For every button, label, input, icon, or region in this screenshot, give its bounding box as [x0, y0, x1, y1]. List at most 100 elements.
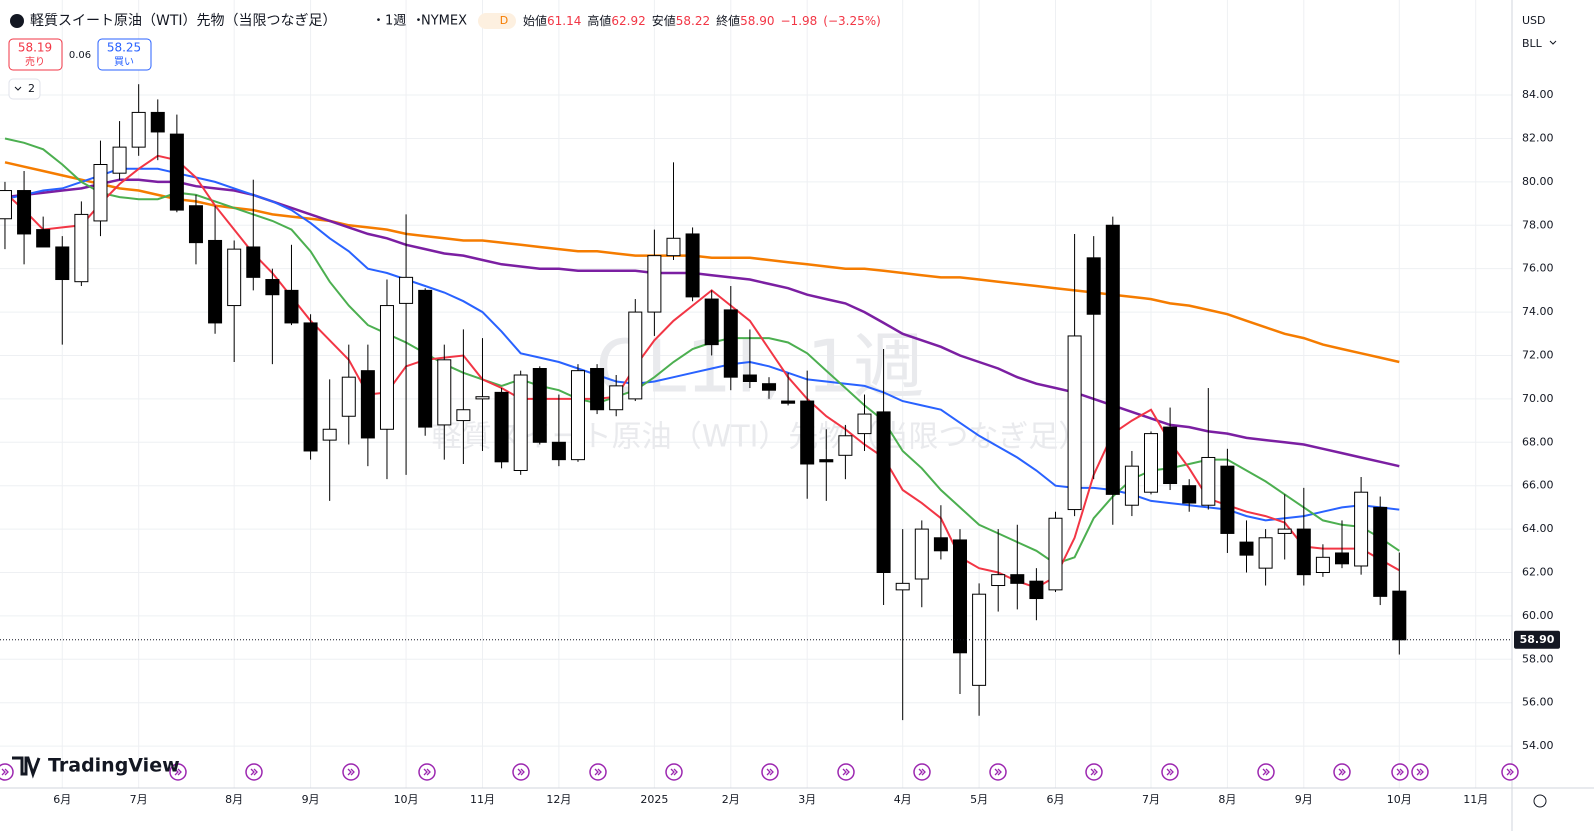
axes: 54.00 56.00 58.00 60.00 62.00 64.00 66.00 68.00… [0, 88, 1560, 806]
candle-body [1143, 433, 1158, 493]
candle-body [227, 248, 242, 307]
ohlc-value: 58.22 [676, 14, 710, 28]
candle-body [1373, 506, 1388, 597]
event-arrow [423, 768, 431, 776]
candle-body [1067, 335, 1082, 511]
event-arrow [1416, 768, 1424, 776]
candle-body [1182, 485, 1197, 504]
x-tick-label: 8月 [1218, 793, 1236, 806]
brand: TradingView [48, 755, 180, 777]
event-arrow [250, 768, 258, 776]
candle-body [590, 368, 605, 411]
indicator-count[interactable]: 2 [28, 82, 35, 95]
candle-body [55, 246, 70, 281]
x-tick-label: 11月 [1463, 793, 1488, 806]
candle-body [628, 311, 643, 400]
badge: D [500, 14, 508, 27]
candle-body [991, 574, 1006, 587]
last-price-tag [1514, 630, 1560, 649]
ohlc-label: 終値 [716, 13, 740, 28]
candle-body [1048, 517, 1063, 591]
candle-body [704, 298, 719, 346]
buy-button[interactable] [97, 38, 152, 71]
y-tick-label: 76.00 [1522, 262, 1554, 275]
x-tick-label: 6月 [53, 793, 71, 806]
symbol-icon [10, 14, 24, 28]
candle-body [914, 528, 929, 580]
x-tick-label: 2025 [640, 793, 668, 806]
y-tick-label: 54.00 [1522, 739, 1554, 752]
candle-body [494, 391, 509, 463]
event-icon [0, 763, 14, 781]
x-tick-label: 11月 [470, 793, 495, 806]
y-tick-label: 68.00 [1522, 435, 1554, 448]
x-tick-label: 10月 [394, 793, 419, 806]
candle-body [93, 164, 108, 222]
x-tick-label: 2月 [722, 793, 740, 806]
event-arrow [1506, 768, 1514, 776]
indicator-toggle[interactable] [8, 78, 41, 100]
buy-label[interactable]: 買い [114, 56, 134, 68]
x-tick-label: 5月 [970, 793, 988, 806]
ohlc-label: 安値 [652, 13, 676, 28]
x-tick-label: 9月 [1295, 793, 1313, 806]
ohlc-header: 始値61.14 高値62.92 安値58.22 終値58.90 −1.98 (−3.25%… [523, 13, 881, 28]
x-tick-label: 9月 [302, 793, 320, 806]
buy-price[interactable]: 58.25 [107, 41, 141, 55]
candle-body [379, 305, 394, 430]
event-arrow [347, 768, 355, 776]
sell-button[interactable] [8, 38, 63, 71]
candle-body [723, 309, 738, 378]
y-tick-label: 56.00 [1522, 696, 1554, 709]
y-tick-label: 70.00 [1522, 392, 1554, 405]
candle-body [857, 413, 872, 435]
event-arrow [918, 768, 926, 776]
candle-body [112, 146, 127, 174]
candle-body [1163, 426, 1178, 485]
currency[interactable]: USD [1522, 14, 1546, 27]
exchange-sep: ・ [412, 14, 425, 29]
x-tick-label: 4月 [894, 793, 912, 806]
event-arrow [670, 768, 678, 776]
candle-body [819, 459, 834, 463]
badge-bg [478, 13, 516, 29]
candle-body [1315, 556, 1330, 573]
candle-body [532, 368, 547, 443]
sell-label[interactable]: 売り [25, 55, 45, 68]
candle-body [876, 411, 891, 573]
candle-body [838, 435, 853, 456]
candle-body [17, 190, 32, 235]
sell-price[interactable]: 58.19 [18, 41, 52, 55]
event-arrow [1090, 768, 1098, 776]
y-tick-label: 58.00 [1522, 652, 1554, 665]
candle-body [265, 279, 280, 296]
ohlc-value: 61.14 [547, 14, 581, 28]
spread: 0.06 [69, 50, 91, 61]
candle-body [1201, 456, 1216, 506]
candle-body [933, 537, 948, 552]
watermark-name: 軽質スイート原油（WTI）先物（当限つなぎ足） [432, 420, 1089, 455]
ohlc-label: 高値 [587, 13, 611, 28]
candle-body [1354, 491, 1369, 567]
y-tick-label: 62.00 [1522, 565, 1554, 578]
y-tick-label: 66.00 [1522, 479, 1554, 492]
ohlc-value: 62.92 [611, 14, 645, 28]
y-tick-label: 78.00 [1522, 218, 1554, 231]
candle-body [1105, 224, 1120, 495]
y-tick-label: 82.00 [1522, 131, 1554, 144]
candle-body [1010, 574, 1025, 584]
unit[interactable]: BLL [1522, 37, 1543, 50]
candle-body [437, 359, 452, 426]
candle-body [570, 370, 585, 461]
event-arrow [766, 768, 774, 776]
candle-body [418, 289, 433, 428]
symbol-title: 軽質スイート原油（WTI）先物（当限つなぎ足） [30, 13, 337, 29]
event-arrow [594, 768, 602, 776]
candle-body [456, 409, 471, 422]
chevron [14, 86, 22, 91]
change-pct: (−3.25%) [823, 14, 881, 28]
settings-icon[interactable] [1533, 794, 1547, 808]
candle-body [800, 400, 815, 465]
